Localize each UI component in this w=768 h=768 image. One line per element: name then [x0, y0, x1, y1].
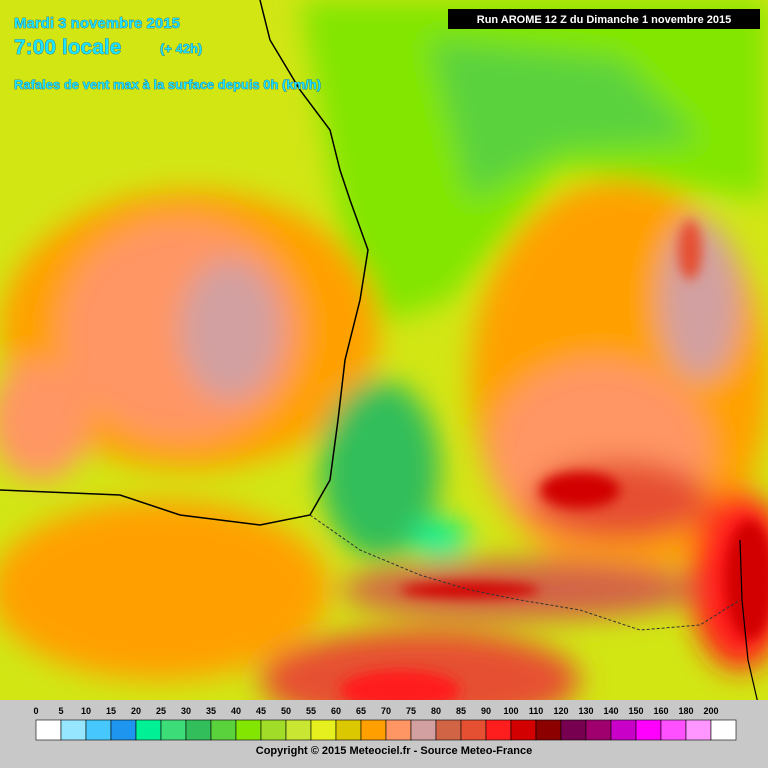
legend-swatch: [85, 719, 112, 741]
legend-label: 35: [206, 706, 216, 716]
legend-label: 160: [653, 706, 668, 716]
legend-label: 110: [529, 706, 544, 716]
legend: 0 5 10 15 20 25 30 35 40 45 50 55 60 65 70 75 80 85 90 100 1…: [33, 706, 737, 741]
legend-label: 100: [503, 706, 518, 716]
legend-swatch: [260, 719, 287, 741]
legend-label: 60: [331, 706, 341, 716]
legend-swatch: [110, 719, 137, 741]
legend-swatch: [510, 719, 537, 741]
legend-swatch: [160, 719, 187, 741]
legend-label: 80: [431, 706, 441, 716]
legend-label: 180: [678, 706, 693, 716]
legend-label: 90: [481, 706, 491, 716]
legend-label: 65: [356, 706, 366, 716]
legend-swatch: [310, 719, 337, 741]
lead-time: (+ 42h): [160, 41, 202, 56]
legend-label: 25: [156, 706, 166, 716]
legend-swatch: [410, 719, 437, 741]
run-banner: [448, 9, 760, 29]
legend-swatch: [660, 719, 687, 741]
legend-label: 75: [406, 706, 416, 716]
date: Mardi 3 novembre 2015: [14, 15, 180, 32]
legend-swatch: [135, 719, 162, 741]
legend-swatch: [535, 719, 562, 741]
legend-label: 40: [231, 706, 241, 716]
legend-swatch: [685, 719, 712, 741]
legend-swatch: [435, 719, 462, 741]
legend-swatch: [35, 719, 62, 741]
run-info: Run AROME 12 Z du Dimanche 1 novembre 20…: [477, 14, 732, 26]
legend-swatch: [385, 719, 412, 741]
legend-swatch: [710, 719, 737, 741]
legend-label: 120: [553, 706, 568, 716]
legend-swatch: [360, 719, 387, 741]
legend-swatch: [610, 719, 637, 741]
legend-label: 30: [181, 706, 191, 716]
legend-label: 200: [703, 706, 718, 716]
legend-label: 0: [33, 706, 38, 716]
legend-swatch: [485, 719, 512, 741]
legend-swatch: [635, 719, 662, 741]
legend-label: 70: [381, 706, 391, 716]
legend-label: 20: [131, 706, 141, 716]
legend-label: 55: [306, 706, 316, 716]
legend-swatch: [285, 719, 312, 741]
legend-swatch: [235, 719, 262, 741]
legend-label: 85: [456, 706, 466, 716]
legend-label: 5: [58, 706, 63, 716]
legend-label: 140: [603, 706, 618, 716]
subtitle: Rafales de vent max à la surface depuis …: [14, 77, 321, 92]
legend-swatch: [335, 719, 362, 741]
legend-label: 45: [256, 706, 266, 716]
legend-label: 15: [106, 706, 116, 716]
legend-label: 130: [578, 706, 593, 716]
wind-field: [0, 0, 768, 712]
time: 7:00 locale: [14, 36, 121, 59]
copyright: Copyright © 2015 Meteociel.fr - Source M…: [256, 745, 532, 757]
legend-swatch: [460, 719, 487, 741]
legend-swatch: [560, 719, 587, 741]
legend-swatch: [585, 719, 612, 741]
legend-swatch: [210, 719, 237, 741]
legend-label: 150: [628, 706, 643, 716]
legend-swatch: [60, 719, 87, 741]
legend-label: 10: [81, 706, 91, 716]
legend-label: 50: [281, 706, 291, 716]
legend-swatch: [185, 719, 212, 741]
